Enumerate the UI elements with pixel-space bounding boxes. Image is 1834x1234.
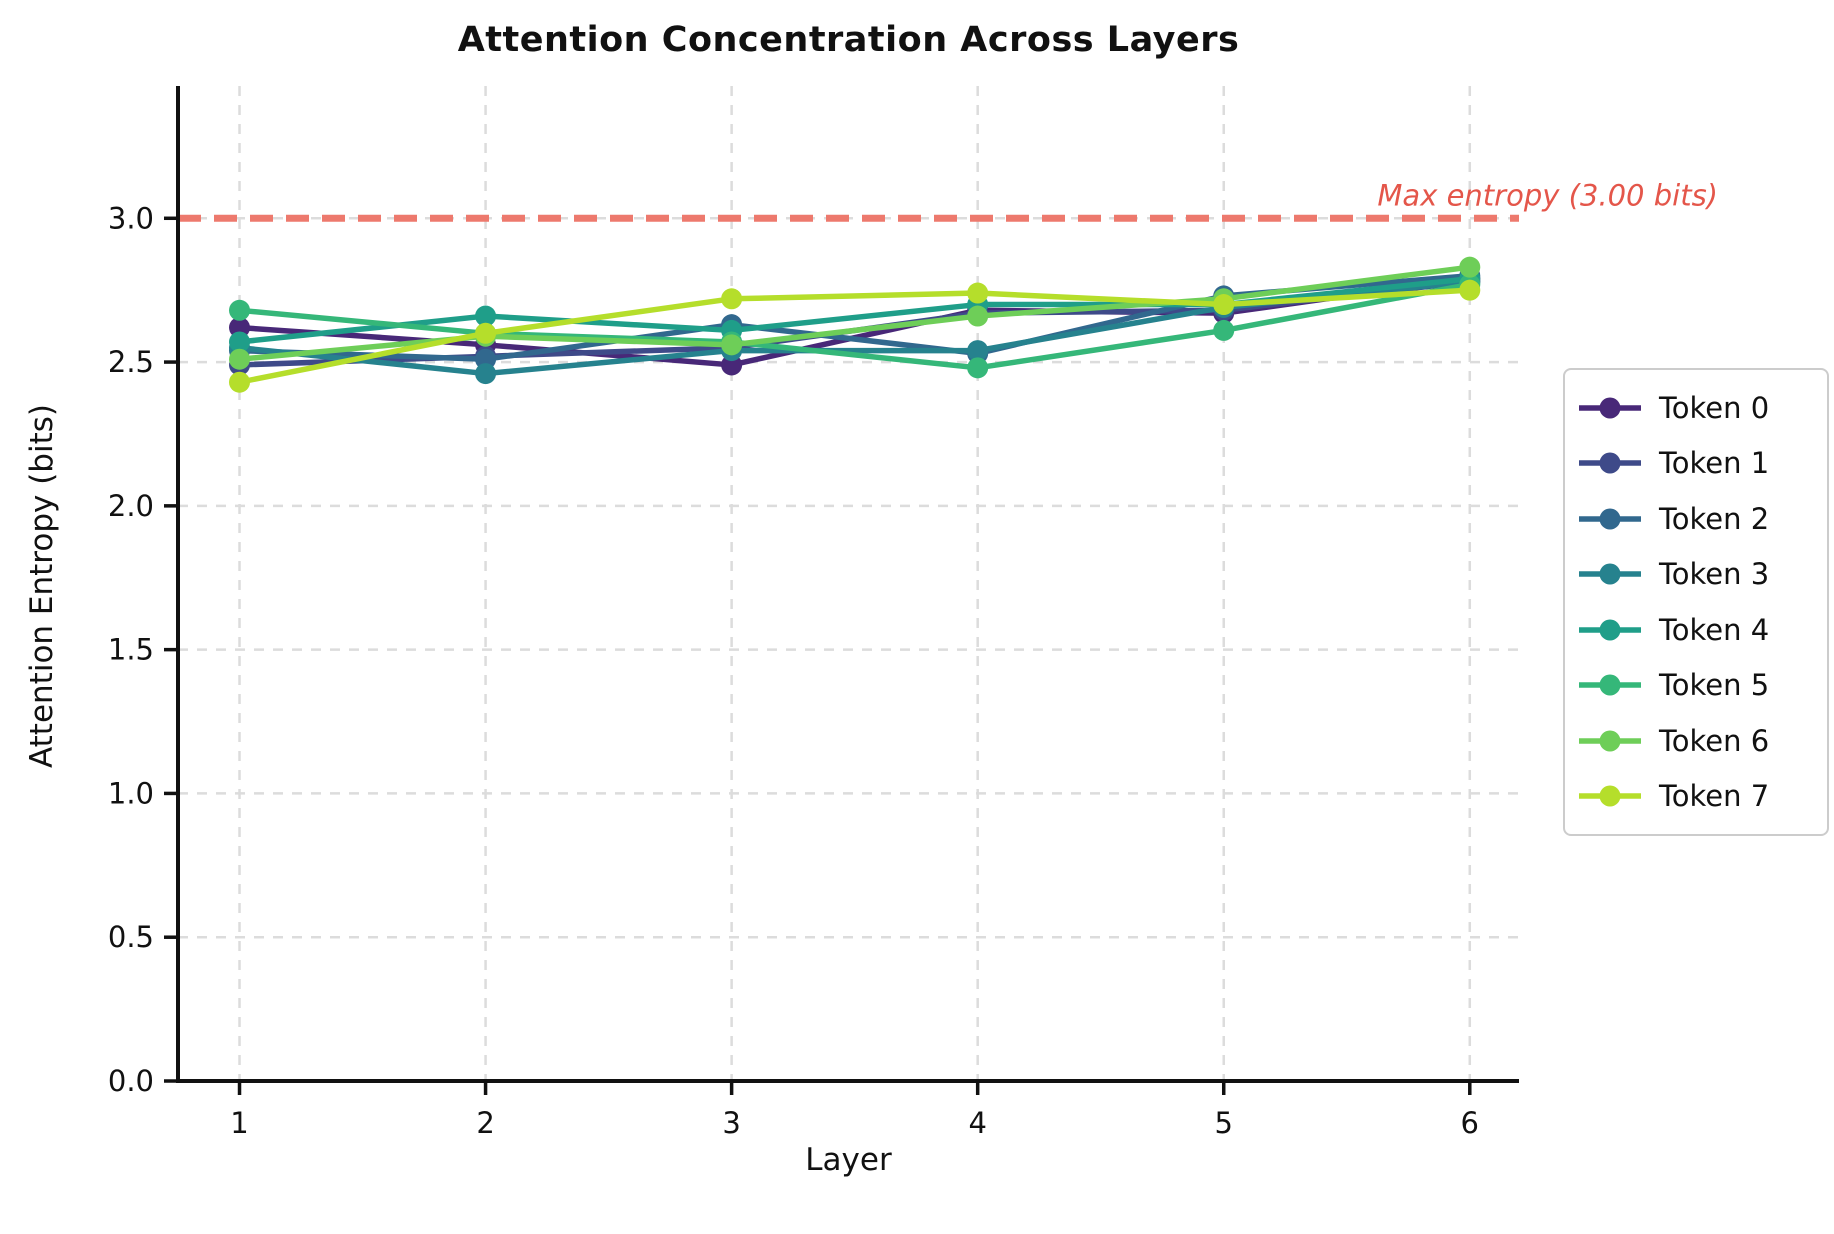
max-entropy-label: Max entropy (3.00 bits) [1377,178,1718,212]
legend-item-token-3: Token 3 [1577,547,1811,603]
series-line-token-5 [236,281,1473,371]
legend: Token 0 Token 1 Token 2 Token 3 Token 4 Token… [1563,368,1829,836]
legend-marker-icon [1579,563,1641,585]
legend-marker-icon [1579,730,1641,752]
data-point-token-6 [229,348,251,370]
data-point-token-6 [1459,256,1481,278]
data-point-token-7 [1459,279,1481,301]
x-tick-label: 2 [476,1106,494,1140]
legend-marker-icon [1579,508,1641,530]
legend-item-token-7: Token 7 [1577,769,1811,825]
legend-item-token-4: Token 4 [1577,602,1811,658]
series-line-token-7 [236,287,1473,385]
data-point-token-2 [475,348,497,370]
legend-label: Token 2 [1659,501,1770,536]
legend-label: Token 1 [1659,446,1770,481]
legend-marker-icon [1579,397,1641,419]
legend-label: Token 7 [1659,779,1770,814]
data-point-token-0 [721,354,743,376]
y-tick-label: 1.0 [108,776,154,810]
legend-item-token-2: Token 2 [1577,491,1811,547]
x-tick-label: 5 [1215,1106,1233,1140]
y-tick-label: 1.5 [108,633,154,667]
y-tick-label: 2.5 [108,345,154,379]
legend-item-token-1: Token 1 [1577,436,1811,492]
y-tick-label: 0.0 [108,1064,154,1098]
y-tick-label: 2.0 [108,489,154,523]
y-tick-label: 0.5 [108,920,154,954]
legend-marker-icon [1579,452,1641,474]
data-point-token-4 [475,305,497,327]
data-point-token-4 [229,331,251,353]
x-tick-label: 3 [722,1106,740,1140]
data-point-token-7 [1213,294,1235,316]
x-tick-label: 4 [968,1106,986,1140]
x-tick-label: 1 [230,1106,248,1140]
data-point-token-6 [721,334,743,356]
data-point-token-7 [967,282,989,304]
legend-label: Token 5 [1659,668,1770,703]
legend-item-token-5: Token 5 [1577,658,1811,714]
data-point-token-3 [475,363,497,385]
data-point-token-6 [967,305,989,327]
legend-marker-icon [1579,785,1641,807]
data-point-token-7 [229,371,251,393]
data-point-token-3 [967,340,989,362]
data-point-token-5 [229,299,251,321]
data-point-token-7 [475,322,497,344]
legend-item-token-6: Token 6 [1577,713,1811,769]
legend-label: Token 0 [1659,390,1770,425]
x-axis-label: Layer [805,1142,892,1178]
data-point-token-7 [721,288,743,310]
data-point-token-5 [967,357,989,379]
legend-marker-icon [1579,674,1641,696]
data-point-token-0 [229,317,251,339]
legend-marker-icon [1579,619,1641,641]
legend-label: Token 6 [1659,723,1770,758]
data-point-token-5 [1213,319,1235,341]
legend-label: Token 4 [1659,612,1770,647]
x-tick-label: 6 [1461,1106,1479,1140]
chart-title: Attention Concentration Across Layers [457,20,1240,60]
legend-item-token-0: Token 0 [1577,380,1811,436]
legend-label: Token 3 [1659,557,1770,592]
y-tick-label: 3.0 [108,201,154,235]
